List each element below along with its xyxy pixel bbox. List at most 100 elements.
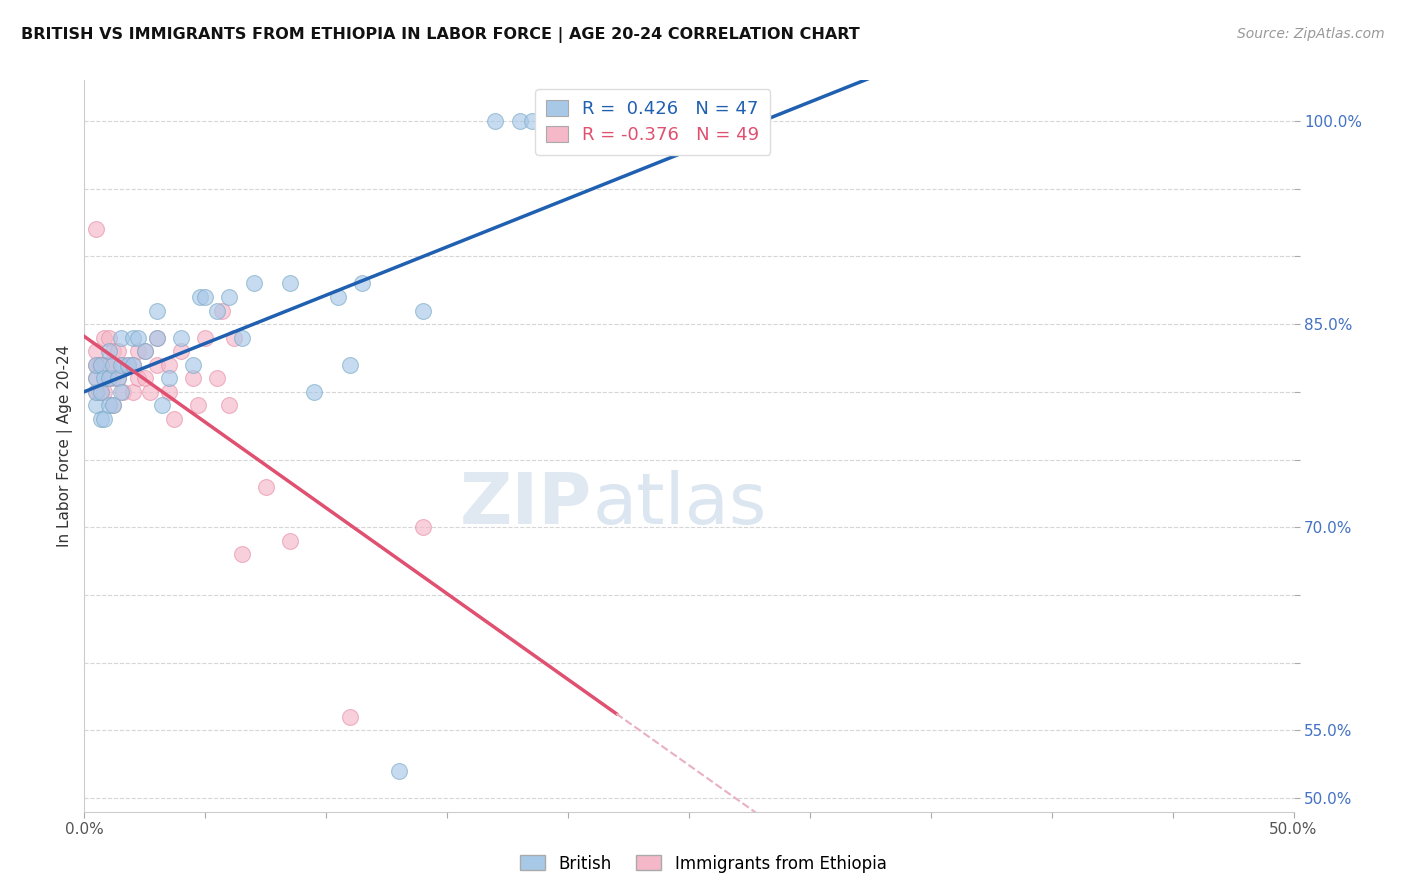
Point (278, 277, 301, 291)
Point (103, 358, 125, 372)
Point (103, 344, 125, 359)
Point (97, 358, 120, 372)
Point (97, 344, 120, 359)
Point (181, 358, 204, 372)
Point (121, 358, 143, 372)
Point (150, 398, 173, 412)
Point (242, 277, 264, 291)
Point (86, 398, 108, 412)
Point (90, 384, 112, 399)
Point (87, 358, 110, 372)
Legend: British, Immigrants from Ethiopia: British, Immigrants from Ethiopia (513, 848, 893, 880)
Point (121, 331, 143, 345)
Text: Source: ZipAtlas.com: Source: ZipAtlas.com (1237, 27, 1385, 41)
Point (146, 358, 169, 372)
Point (302, 384, 325, 399)
Point (146, 331, 169, 345)
Point (170, 344, 193, 359)
Point (134, 371, 156, 385)
Point (86, 344, 108, 359)
Point (117, 358, 139, 372)
Point (103, 398, 125, 412)
Point (110, 384, 132, 399)
Point (211, 303, 233, 318)
Point (90, 358, 112, 372)
Point (641, 128, 664, 142)
Point (127, 371, 149, 385)
Point (412, 303, 434, 318)
Point (134, 344, 156, 359)
Point (163, 412, 186, 426)
Point (107, 344, 129, 359)
Legend: R =  0.426   N = 47, R = -0.376   N = 49: R = 0.426 N = 47, R = -0.376 N = 49 (536, 89, 770, 154)
Point (87, 384, 110, 399)
Point (138, 384, 160, 399)
Point (110, 331, 132, 345)
Point (86, 371, 108, 385)
Point (218, 398, 240, 412)
Text: BRITISH VS IMMIGRANTS FROM ETHIOPIA IN LABOR FORCE | AGE 20-24 CORRELATION CHART: BRITISH VS IMMIGRANTS FROM ETHIOPIA IN L… (21, 27, 860, 43)
Point (107, 371, 129, 385)
Point (121, 358, 143, 372)
Point (157, 358, 180, 372)
Point (181, 371, 204, 385)
Point (93, 412, 115, 426)
Point (86, 222, 108, 236)
Point (339, 358, 361, 372)
Point (134, 344, 156, 359)
Point (86, 384, 108, 399)
Point (86, 371, 108, 385)
Point (254, 480, 277, 494)
Point (117, 358, 139, 372)
Point (93, 358, 115, 372)
Point (93, 384, 115, 399)
Point (97, 371, 120, 385)
Point (484, 114, 506, 128)
Point (157, 371, 180, 385)
Text: ZIP: ZIP (460, 470, 592, 539)
Point (339, 710, 361, 724)
Point (103, 398, 125, 412)
Point (194, 331, 217, 345)
Point (170, 331, 193, 345)
Point (97, 331, 120, 345)
Point (157, 384, 180, 399)
Point (509, 114, 531, 128)
Point (86, 358, 108, 372)
Point (93, 331, 115, 345)
Point (86, 358, 108, 372)
Point (231, 547, 253, 561)
Point (207, 371, 229, 385)
Point (533, 114, 555, 128)
Point (146, 303, 169, 318)
Point (90, 412, 112, 426)
Point (127, 344, 149, 359)
Point (412, 520, 434, 534)
Point (121, 384, 143, 399)
Point (97, 398, 120, 412)
Point (194, 290, 217, 304)
Y-axis label: In Labor Force | Age 20-24: In Labor Force | Age 20-24 (58, 345, 73, 547)
Point (103, 371, 125, 385)
Point (218, 290, 240, 304)
Point (112, 358, 135, 372)
Point (231, 331, 253, 345)
Point (107, 371, 129, 385)
Point (97, 371, 120, 385)
Point (190, 290, 212, 304)
Point (207, 303, 229, 318)
Text: atlas: atlas (592, 470, 766, 539)
Point (94, 358, 117, 372)
Point (146, 331, 169, 345)
Point (187, 398, 209, 412)
Point (224, 331, 246, 345)
Point (86, 384, 108, 399)
Point (90, 358, 112, 372)
Point (112, 384, 135, 399)
Point (278, 533, 301, 548)
Point (127, 331, 149, 345)
Point (90, 384, 112, 399)
Point (110, 358, 132, 372)
Point (93, 371, 115, 385)
Point (352, 277, 374, 291)
